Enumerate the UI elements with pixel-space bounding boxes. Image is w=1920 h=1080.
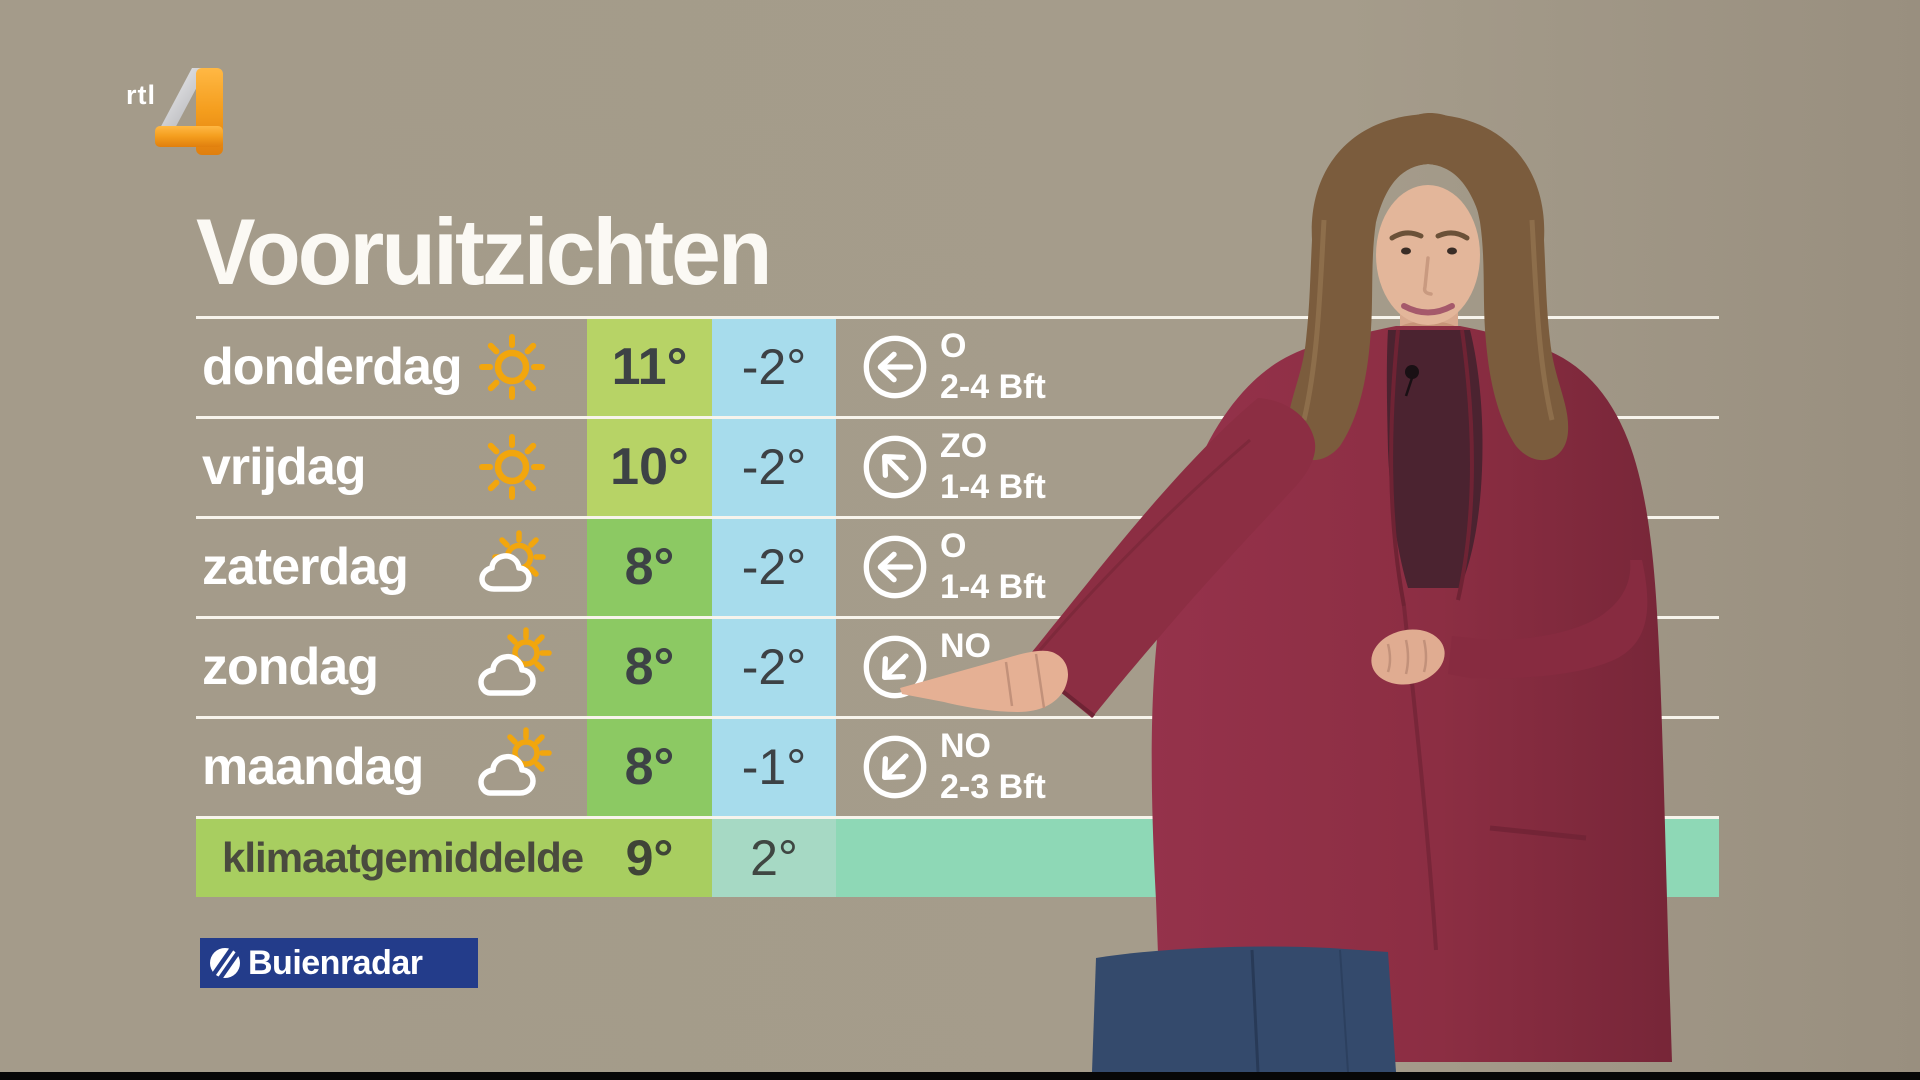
cloud-sun-icon bbox=[472, 627, 552, 707]
wind-text: O 1-4 Bft bbox=[940, 527, 1046, 606]
cloud-sun-icon bbox=[472, 727, 552, 807]
wind-direction-icon bbox=[863, 635, 927, 699]
wind-direction-icon bbox=[863, 335, 927, 399]
climate-max-temp: 9° bbox=[625, 830, 674, 886]
forecast-row-zaterdag: zaterdag 8° -2° O 1-4 Bft bbox=[196, 517, 1719, 617]
rtl-letters: rtl bbox=[126, 80, 156, 110]
min-temp-cell: -2° bbox=[712, 417, 836, 517]
max-temp-cell: 11° bbox=[587, 317, 712, 417]
presenter-face bbox=[1376, 185, 1480, 325]
page-title: Vooruitzichten bbox=[196, 199, 772, 304]
rtl4-diagonal bbox=[158, 68, 207, 132]
day-label: maandag bbox=[202, 738, 424, 796]
max-temp-cell: 10° bbox=[587, 417, 712, 517]
day-label: zaterdag bbox=[202, 538, 409, 596]
row-separator bbox=[196, 816, 1719, 819]
wind-text: ZO 1-4 Bft bbox=[940, 427, 1046, 506]
day-label: zondag bbox=[202, 638, 379, 696]
wind-direction-icon bbox=[863, 435, 927, 499]
sun-cloud-icon bbox=[472, 527, 552, 607]
wind-text: O 2-4 Bft bbox=[940, 327, 1046, 406]
day-label: donderdag bbox=[202, 338, 463, 396]
min-temp-cell: -2° bbox=[712, 517, 836, 617]
sunny-icon bbox=[472, 327, 552, 407]
letterbox-bar bbox=[0, 1072, 1920, 1080]
buienradar-logo: Buienradar bbox=[200, 938, 478, 988]
forecast-row-zondag: zondag 8° -2° NO bbox=[196, 617, 1719, 717]
wind-direction-icon bbox=[863, 535, 927, 599]
climate-band-green bbox=[196, 819, 712, 897]
sunny-icon bbox=[472, 427, 552, 507]
row-separator bbox=[196, 716, 1719, 719]
max-temp-cell: 8° bbox=[587, 717, 712, 817]
climate-band-mint bbox=[836, 819, 1719, 897]
rtl4-logo: rtl bbox=[126, 68, 223, 155]
climate-average-label: klimaatgemiddelde bbox=[222, 834, 584, 881]
forecast-row-maandag: maandag 8° -1° NO 2-3 Bft bbox=[196, 717, 1719, 817]
row-separator bbox=[196, 416, 1719, 419]
presenter-jeans bbox=[1092, 946, 1396, 1072]
rtl4-bar bbox=[155, 126, 223, 147]
row-separator bbox=[196, 316, 1719, 319]
day-label: vrijdag bbox=[202, 438, 366, 496]
row-separator bbox=[196, 516, 1719, 519]
row-separator bbox=[196, 616, 1719, 619]
min-temp-cell: -2° bbox=[712, 617, 836, 717]
wind-text: NO bbox=[940, 627, 991, 665]
max-temp-cell: 8° bbox=[587, 617, 712, 717]
climate-min-temp: 2° bbox=[750, 830, 798, 886]
max-temp-cell: 8° bbox=[587, 517, 712, 617]
wind-text: NO 2-3 Bft bbox=[940, 727, 1046, 806]
wind-direction-icon bbox=[863, 735, 927, 799]
forecast-row-vrijdag: vrijdag 10° -2° ZO 1-4 Bft bbox=[196, 417, 1719, 517]
forecast-row-donderdag: donderdag 11° -2° O 2-4 Bft bbox=[196, 317, 1719, 417]
buienradar-text: Buienradar bbox=[248, 943, 423, 982]
climate-band-teal bbox=[712, 819, 836, 897]
buienradar-icon bbox=[208, 946, 242, 980]
min-temp-cell: -1° bbox=[712, 717, 836, 817]
min-temp-cell: -2° bbox=[712, 317, 836, 417]
